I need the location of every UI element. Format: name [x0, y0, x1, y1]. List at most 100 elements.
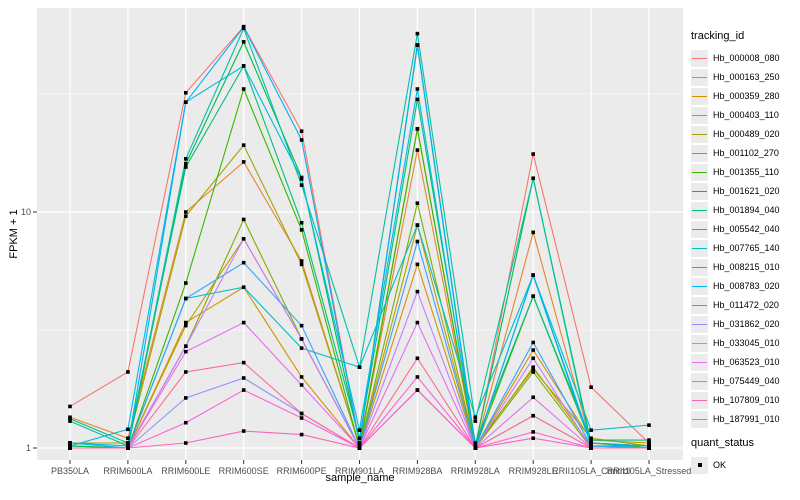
data-point — [299, 228, 304, 232]
data-point — [241, 360, 246, 365]
legend-item-Hb_008783_020: Hb_008783_020 — [691, 277, 799, 295]
data-point — [357, 436, 362, 441]
data-point — [184, 210, 188, 214]
data-point — [647, 441, 651, 445]
data-point — [473, 446, 478, 450]
data-point — [299, 138, 304, 142]
data-point — [241, 160, 246, 164]
data-point — [68, 441, 72, 445]
legend-key — [691, 296, 708, 314]
data-point — [184, 165, 188, 169]
legend-key — [691, 258, 708, 276]
data-point — [241, 64, 246, 68]
data-point — [299, 432, 304, 437]
line-swatch-icon — [692, 209, 707, 212]
legend-key — [691, 106, 708, 124]
data-point — [531, 365, 535, 369]
tracking-id-legend-rows: Hb_000008_080 Hb_000163_250 Hb_000359_280 H… — [691, 49, 799, 428]
legend-item-label: Hb_001355_110 — [713, 167, 779, 177]
data-point — [415, 223, 420, 227]
data-point — [68, 419, 72, 423]
data-point — [241, 376, 246, 380]
data-point — [241, 217, 246, 222]
data-point — [299, 183, 304, 187]
legend-item-Hb_033045_010: Hb_033045_010 — [691, 334, 799, 352]
data-point — [241, 285, 246, 290]
legend-key — [691, 144, 708, 162]
line-swatch-icon — [692, 399, 707, 402]
legend-key — [691, 87, 708, 105]
data-point — [415, 43, 420, 47]
data-point — [184, 323, 188, 328]
legend-item-Hb_000163_250: Hb_000163_250 — [691, 68, 799, 86]
data-point — [241, 429, 246, 433]
x-tick-label: RRIM600LE — [161, 466, 211, 476]
data-point — [184, 396, 188, 400]
y-tick-label: 10 — [20, 207, 31, 217]
data-point — [184, 420, 188, 425]
data-point — [241, 87, 246, 91]
legend-key — [691, 353, 708, 371]
legend-key — [691, 315, 708, 333]
data-point — [531, 294, 535, 298]
data-point — [415, 239, 420, 244]
data-point — [299, 416, 304, 420]
y-tick-label: 1 — [25, 443, 31, 453]
legend-key — [691, 372, 708, 390]
data-point — [531, 430, 535, 434]
data-point — [531, 152, 535, 156]
legend-item-label: Hb_000489_020 — [713, 129, 780, 139]
x-tick-label: RRIM928LE — [508, 466, 558, 476]
data-point — [415, 148, 420, 152]
data-point — [589, 385, 593, 389]
x-tick-label: RRIM901LA — [334, 466, 385, 476]
legend-item-label: Hb_107809_010 — [713, 395, 780, 405]
legend-item-label: Hb_031862_020 — [713, 319, 780, 329]
legend-key — [691, 277, 708, 295]
line-swatch-icon — [692, 418, 707, 421]
data-point — [299, 220, 304, 225]
quant-status-legend-title: quant_status — [691, 437, 754, 449]
data-point — [299, 262, 304, 267]
data-point — [299, 337, 304, 341]
x-tick-label: RRIM928LA — [450, 466, 500, 476]
line-swatch-icon — [692, 380, 707, 383]
legend-item-Hb_001355_110: Hb_001355_110 — [691, 163, 799, 181]
data-point — [299, 383, 304, 387]
data-point — [299, 129, 304, 133]
data-point — [357, 446, 362, 450]
line-swatch-icon — [692, 95, 707, 98]
legend-item-label: Hb_000008_080 — [713, 53, 780, 63]
line-swatch-icon — [692, 285, 707, 288]
data-point — [531, 340, 535, 345]
quant-status-legend-rows: OK — [691, 456, 799, 474]
data-point — [241, 260, 246, 265]
legend-item-Hb_075449_040: Hb_075449_040 — [691, 372, 799, 390]
line-swatch-icon — [692, 114, 707, 117]
line-swatch-icon — [692, 361, 707, 364]
data-point — [531, 176, 535, 181]
y-axis-title: FPKM + 1 — [8, 209, 20, 259]
data-point — [589, 441, 593, 445]
legend-key — [691, 125, 708, 143]
legend-item-Hb_000489_020: Hb_000489_020 — [691, 125, 799, 143]
data-point — [415, 31, 420, 36]
legend-key — [691, 239, 708, 257]
data-point — [415, 388, 420, 392]
legend-item-label: Hb_008215_010 — [713, 262, 780, 272]
legend-key — [691, 68, 708, 86]
data-point — [241, 236, 246, 241]
data-point — [184, 344, 188, 348]
data-point — [184, 90, 188, 95]
legend-item-Hb_001102_270: Hb_001102_270 — [691, 144, 799, 162]
data-point — [126, 441, 130, 445]
data-point — [357, 428, 362, 432]
data-point — [241, 25, 246, 29]
data-point — [473, 441, 478, 445]
data-point — [415, 375, 420, 379]
legend-item-label: Hb_001102_270 — [713, 148, 779, 158]
legend-key — [691, 391, 708, 409]
x-tick-label: RRIM928BA — [392, 466, 443, 476]
legend-item-Hb_063523_010: Hb_063523_010 — [691, 353, 799, 371]
legend-item-Hb_008215_010: Hb_008215_010 — [691, 258, 799, 276]
